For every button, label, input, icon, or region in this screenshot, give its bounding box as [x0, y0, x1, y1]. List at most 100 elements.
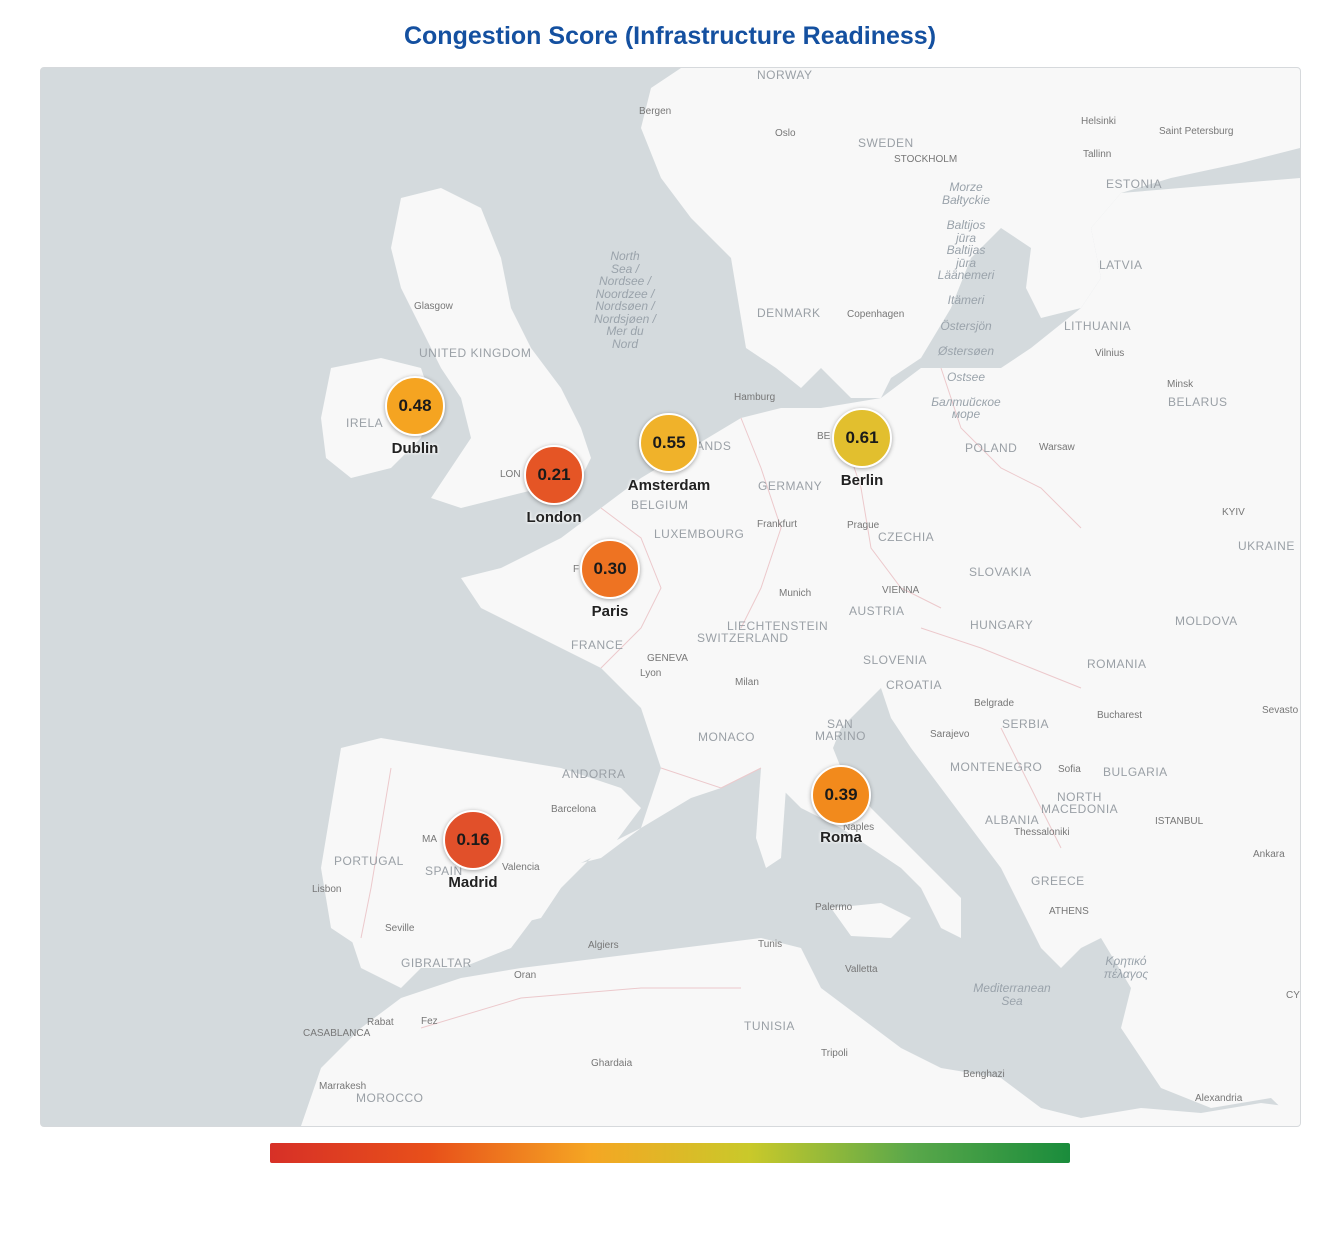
marker-paris[interactable]: 0.30	[580, 539, 640, 599]
label-sofia: Sofia	[1058, 764, 1081, 775]
label-north-sea-6: Nordsjøen /	[594, 312, 658, 326]
label-montenegro: MONTENEGRO	[950, 760, 1042, 774]
map-title: Congestion Score (Infrastructure Readine…	[403, 22, 937, 50]
label-luxembourg: LUXEMBOURG	[654, 527, 744, 541]
city-label-amsterdam: Amsterdam	[627, 477, 711, 494]
label-ghardaia: Ghardaia	[591, 1058, 633, 1069]
marker-berlin[interactable]: 0.61	[832, 408, 892, 468]
label-denmark: DENMARK	[757, 306, 821, 320]
label-north-sea-1: North	[610, 249, 640, 263]
city-label-madrid: Madrid	[448, 874, 498, 891]
label-baltic-7: Läänemeri	[938, 268, 995, 282]
label-baltic-9: Östersjön	[940, 319, 992, 333]
label-prague: Prague	[847, 520, 880, 531]
label-greece: GREECE	[1031, 874, 1085, 888]
marker-amsterdam[interactable]: 0.55	[639, 413, 699, 473]
marker-london[interactable]: 0.21	[524, 445, 584, 505]
label-tripoli: Tripoli	[821, 1048, 848, 1059]
label-geneva: GENEVA	[647, 653, 688, 664]
label-baltic-10: Østersøen	[937, 344, 994, 358]
label-barcelona: Barcelona	[551, 804, 596, 815]
marker-london-score: 0.21	[537, 465, 571, 484]
city-label-dublin: Dublin	[391, 440, 439, 457]
label-north-sea-8: Nord	[612, 337, 638, 351]
label-valencia: Valencia	[502, 862, 540, 873]
label-macedonia: MACEDONIA	[1041, 802, 1118, 816]
label-tallinn: Tallinn	[1083, 149, 1111, 160]
label-frankfurt: Frankfurt	[757, 519, 797, 530]
label-algiers: Algiers	[588, 940, 619, 951]
label-baltic-4: jūra	[954, 231, 976, 245]
label-minsk: Minsk	[1167, 379, 1194, 390]
marker-berlin-score: 0.61	[845, 428, 879, 447]
label-oslo: Oslo	[775, 128, 796, 139]
label-athens: ATHENS	[1049, 906, 1089, 917]
label-warsaw: Warsaw	[1039, 442, 1076, 453]
label-andorra: ANDORRA	[562, 767, 626, 781]
label-tunis: Tunis	[758, 939, 782, 950]
label-baltic-13: море	[952, 407, 981, 421]
basemap: NORWAY SWEDEN ESTONIA LATVIA LITHUANIA B…	[41, 68, 1300, 1126]
label-belgrade: Belgrade	[974, 698, 1014, 709]
marker-madrid[interactable]: 0.16	[443, 810, 503, 870]
label-med-1: Mediterranean	[973, 981, 1051, 995]
label-vilnius: Vilnius	[1095, 348, 1124, 359]
label-cyprus-partial: CY	[1286, 990, 1300, 1001]
marker-roma[interactable]: 0.39	[811, 765, 871, 825]
marker-paris-score: 0.30	[593, 559, 627, 578]
label-glasgow: Glasgow	[414, 301, 454, 312]
label-netherlands-partial: ANDS	[696, 439, 731, 453]
label-casablanca: CASABLANCA	[303, 1028, 371, 1039]
label-slovenia: SLOVENIA	[863, 653, 927, 667]
label-baltic-5: Baltijas	[947, 243, 986, 257]
label-baltic-2: Bałtyckie	[942, 193, 990, 207]
label-san: SAN	[827, 717, 853, 731]
label-spain: SPAIN	[425, 864, 463, 878]
label-morocco: MOROCCO	[356, 1091, 424, 1105]
label-latvia: LATVIA	[1099, 258, 1142, 272]
label-paris-partial: F	[573, 564, 579, 575]
label-lyon: Lyon	[640, 668, 661, 679]
label-istanbul: ISTANBUL	[1155, 816, 1204, 827]
label-moldova: MOLDOVA	[1175, 614, 1238, 628]
label-austria: AUSTRIA	[849, 604, 905, 618]
label-ireland: IRELA	[346, 416, 383, 430]
label-slovakia: SLOVAKIA	[969, 565, 1031, 579]
label-palermo: Palermo	[815, 902, 853, 913]
label-cretan-1: Κρητικό	[1105, 954, 1147, 968]
label-madrid-partial: MA	[422, 834, 437, 845]
label-liechtenstein: LIECHTENSTEIN	[727, 619, 828, 633]
label-valletta: Valletta	[845, 964, 878, 975]
city-label-berlin: Berlin	[840, 472, 884, 489]
label-tunisia: TUNISIA	[744, 1019, 795, 1033]
city-label-paris: Paris	[591, 603, 629, 620]
label-ukraine: UKRAINE	[1238, 539, 1295, 553]
label-benghazi: Benghazi	[963, 1069, 1005, 1080]
label-sevastopol: Sevasto	[1262, 705, 1299, 716]
label-france: FRANCE	[571, 638, 623, 652]
label-switzerland: SWITZERLAND	[697, 631, 789, 645]
label-belgium: BELGIUM	[631, 498, 689, 512]
marker-dublin-score: 0.48	[398, 396, 432, 415]
label-sweden: SWEDEN	[858, 136, 914, 150]
label-bergen: Bergen	[639, 106, 671, 117]
label-baltic-12: Балтийское	[931, 395, 1001, 409]
label-alexandria: Alexandria	[1195, 1093, 1243, 1104]
label-oran: Oran	[514, 970, 536, 981]
label-gibraltar: GIBRALTAR	[401, 956, 472, 970]
label-rabat: Rabat	[367, 1017, 394, 1028]
map-view[interactable]: NORWAY SWEDEN ESTONIA LATVIA LITHUANIA B…	[40, 67, 1301, 1127]
label-saint-petersburg: Saint Petersburg	[1159, 126, 1234, 137]
label-marrakesh: Marrakesh	[319, 1081, 366, 1092]
label-cretan-2: πέλαγος	[1104, 967, 1149, 981]
marker-madrid-score: 0.16	[456, 830, 490, 849]
label-helsinki: Helsinki	[1081, 116, 1116, 127]
marker-dublin[interactable]: 0.48	[385, 376, 445, 436]
label-north-sea-4: Noordzee /	[596, 287, 656, 301]
label-poland: POLAND	[965, 441, 1017, 455]
label-hamburg: Hamburg	[734, 392, 775, 403]
label-lithuania: LITHUANIA	[1064, 319, 1131, 333]
marker-amsterdam-score: 0.55	[652, 433, 686, 452]
label-north-sea-2: Sea /	[611, 262, 641, 276]
label-fez: Fez	[421, 1016, 438, 1027]
